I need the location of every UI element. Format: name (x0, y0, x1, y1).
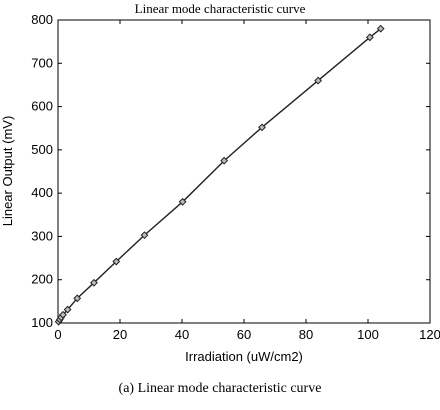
data-point-marker (178, 197, 187, 206)
series-layer (54, 24, 385, 326)
x-axis-ticks: 0 20 40 60 80 100 120 (54, 20, 440, 342)
y-tick-label: 100 (31, 315, 53, 330)
chart-title: Linear mode characteristic curve (134, 1, 306, 16)
chart-plot: 0 20 40 60 80 100 120 100 200 300 400 500 600 700 800… (0, 12, 440, 364)
data-point-marker (73, 294, 82, 303)
data-point-marker (220, 156, 229, 165)
x-tick-label: 100 (357, 327, 379, 342)
x-tick-label: 120 (419, 327, 440, 342)
plot-area-frame (57, 19, 431, 324)
data-point-marker (90, 278, 98, 287)
x-tick-label: 80 (299, 327, 313, 342)
data-point-marker (314, 76, 322, 85)
x-axis-label: Irradiation (uW/cm2) (185, 349, 303, 364)
data-point-marker (258, 123, 266, 132)
x-tick-label: 40 (175, 327, 189, 342)
series-line (57, 28, 382, 323)
data-point-marker (112, 257, 121, 266)
y-tick-label: 600 (31, 99, 53, 114)
figure-caption: (a) Linear mode characteristic curve (118, 381, 322, 396)
x-tick-label: 0 (54, 327, 61, 342)
y-axis-label: Linear Output (mV) (0, 116, 15, 227)
y-axis-ticks: 100 200 300 400 500 600 700 800 (31, 12, 430, 330)
x-tick-label: 20 (113, 327, 127, 342)
y-tick-label: 800 (31, 12, 53, 27)
data-point-marker (376, 24, 385, 33)
data-point-marker (63, 305, 72, 314)
y-tick-label: 200 (31, 272, 53, 287)
y-tick-label: 500 (31, 142, 53, 157)
x-tick-label: 60 (237, 327, 251, 342)
data-point-marker (365, 33, 374, 42)
y-tick-label: 300 (31, 228, 53, 243)
y-tick-label: 400 (31, 185, 53, 200)
data-point-marker (140, 231, 149, 240)
data-point-marker (59, 310, 67, 319)
y-tick-label: 700 (31, 55, 53, 70)
